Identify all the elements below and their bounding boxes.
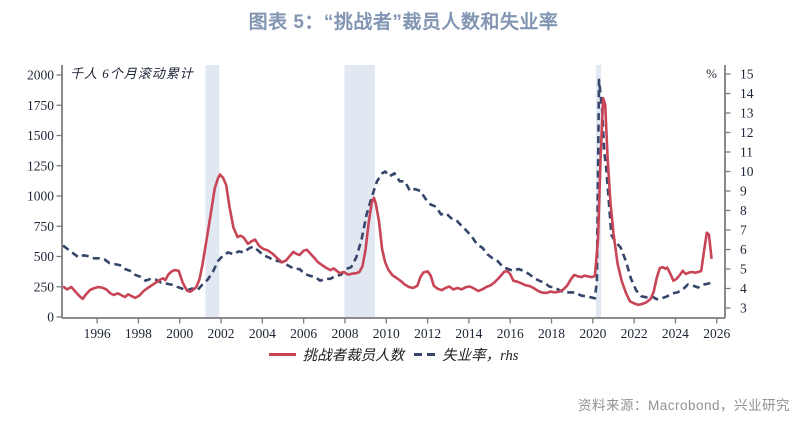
legend-item-unemployment: 失业率，rhs xyxy=(414,344,518,365)
left-tick-label: 0 xyxy=(47,310,54,325)
x-tick-label: 2022 xyxy=(621,326,648,341)
right-axis-unit-label: % xyxy=(706,66,717,81)
x-tick-label: 2008 xyxy=(331,326,358,341)
x-tick-label: 2010 xyxy=(373,326,400,341)
right-tick-label: 12 xyxy=(740,125,754,140)
recession-band xyxy=(205,65,220,318)
x-tick-label: 1998 xyxy=(125,326,152,341)
x-tick-label: 2016 xyxy=(497,326,524,341)
left-tick-label: 1250 xyxy=(27,158,54,173)
x-tick-label: 2018 xyxy=(538,326,565,341)
right-tick-label: 5 xyxy=(740,262,747,277)
left-tick-label: 2000 xyxy=(27,68,54,83)
left-axis-unit-label: 千人 6个月滚动累计 xyxy=(70,66,195,81)
x-tick-label: 2014 xyxy=(455,326,482,341)
source-note: 资料来源：Macrobond，兴业研究 xyxy=(577,398,790,413)
right-tick-label: 3 xyxy=(740,301,747,316)
left-axis-ticks: 0 250 500 750 1000 1250 1500 1750 2000 xyxy=(27,68,62,325)
x-tick-label: 2024 xyxy=(662,326,689,341)
right-tick-label: 14 xyxy=(740,86,754,101)
left-tick-label: 250 xyxy=(34,279,55,294)
legend-item-layoffs: 挑战者裁员人数 xyxy=(268,344,405,365)
series-layoffs-line xyxy=(62,96,713,307)
right-tick-label: 8 xyxy=(740,203,747,218)
x-tick-label: 2004 xyxy=(249,326,276,341)
right-tick-label: 7 xyxy=(740,223,747,238)
left-tick-label: 750 xyxy=(34,219,55,234)
x-axis-ticks: 1996 1998 2000 2002 2004 2006 2008 2010 2012 2014… xyxy=(84,318,730,341)
legend-label-layoffs: 挑战者裁员人数 xyxy=(302,348,405,364)
x-tick-label: 2000 xyxy=(166,326,193,341)
right-tick-label: 6 xyxy=(740,242,747,257)
legend: 挑战者裁员人数 失业率，rhs xyxy=(62,344,725,365)
x-tick-label: 2006 xyxy=(290,326,317,341)
left-tick-label: 1000 xyxy=(27,189,54,204)
left-tick-label: 1500 xyxy=(27,128,54,143)
left-tick-label: 500 xyxy=(34,249,55,264)
recession-bands xyxy=(205,65,602,318)
legend-label-unemployment: 失业率，rhs xyxy=(442,348,519,364)
right-tick-label: 9 xyxy=(740,184,747,199)
right-tick-label: 11 xyxy=(740,145,753,160)
legend-line-red-icon xyxy=(268,353,296,356)
right-tick-label: 13 xyxy=(740,106,754,121)
chart-title: 图表 5：“挑战者”裁员人数和失业率 xyxy=(248,12,559,33)
right-tick-label: 10 xyxy=(740,164,754,179)
x-tick-label: 2002 xyxy=(208,326,235,341)
right-axis-ticks: 3 4 5 6 7 8 9 10 11 12 13 14 15 xyxy=(725,67,754,316)
left-tick-label: 1750 xyxy=(27,98,54,113)
x-tick-label: 2012 xyxy=(414,326,441,341)
x-tick-label: 2026 xyxy=(703,326,730,341)
recession-band xyxy=(344,65,375,318)
x-tick-label: 1996 xyxy=(84,326,111,341)
legend-line-dashed-icon xyxy=(414,353,436,356)
right-tick-label: 15 xyxy=(740,67,754,82)
right-tick-label: 4 xyxy=(740,281,747,296)
x-tick-label: 2020 xyxy=(579,326,606,341)
